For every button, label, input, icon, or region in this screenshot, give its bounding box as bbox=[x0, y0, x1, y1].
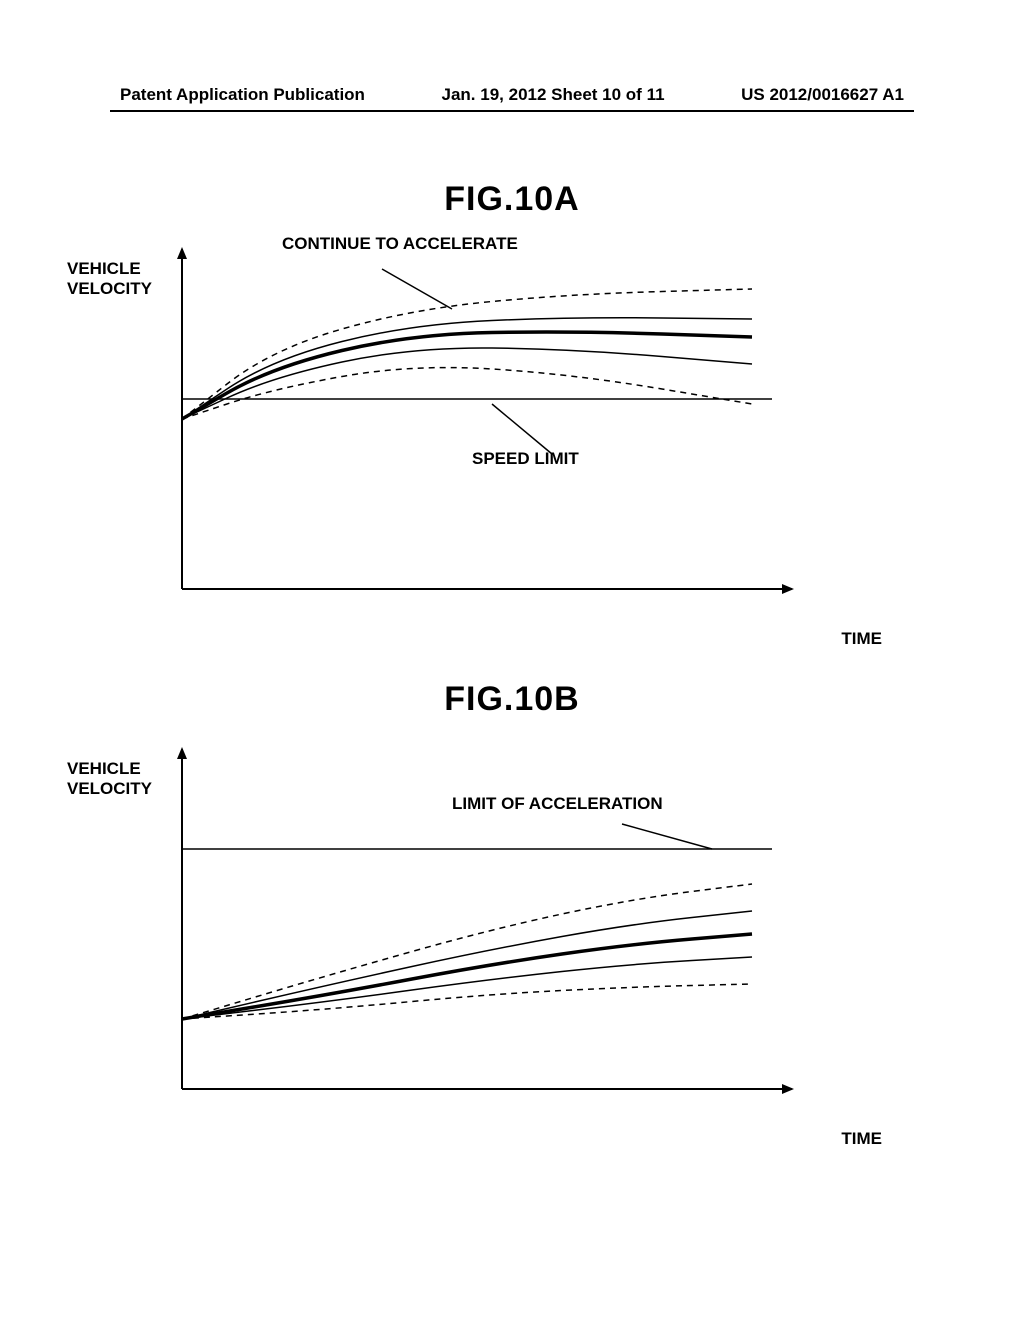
fig-a-svg bbox=[152, 239, 812, 599]
fig-a-x-axis-label: TIME bbox=[841, 629, 882, 649]
fig-b-y-axis-label: VEHICLEVELOCITY bbox=[67, 759, 152, 800]
figure-10b-title: FIG.10B bbox=[0, 680, 1024, 719]
header-left: Patent Application Publication bbox=[120, 85, 365, 105]
fig-a-y-axis-label: VEHICLEVELOCITY bbox=[67, 259, 152, 300]
page-header: Patent Application Publication Jan. 19, … bbox=[0, 85, 1024, 105]
figure-10b-chart: VEHICLEVELOCITY TIME LIMIT OF ACCELERATI… bbox=[152, 739, 872, 1119]
fig-b-x-axis-label: TIME bbox=[841, 1129, 882, 1149]
fig-a-annotation-speed-limit: SPEED LIMIT bbox=[472, 449, 579, 469]
figure-10b-container: FIG.10B VEHICLEVELOCITY TIME LIMIT OF AC… bbox=[0, 680, 1024, 1119]
header-right: US 2012/0016627 A1 bbox=[741, 85, 904, 105]
figure-10a-container: FIG.10A VEHICLEVELOCITY TIME CONTINUE TO… bbox=[0, 180, 1024, 619]
header-center: Jan. 19, 2012 Sheet 10 of 11 bbox=[442, 85, 665, 105]
header-divider bbox=[110, 110, 914, 112]
fig-a-annotation-accelerate: CONTINUE TO ACCELERATE bbox=[282, 234, 518, 254]
fig-b-annotation-limit: LIMIT OF ACCELERATION bbox=[452, 794, 663, 814]
fig-b-svg bbox=[152, 739, 812, 1099]
figure-10a-chart: VEHICLEVELOCITY TIME CONTINUE TO ACCELER… bbox=[152, 239, 872, 619]
figure-10a-title: FIG.10A bbox=[0, 180, 1024, 219]
